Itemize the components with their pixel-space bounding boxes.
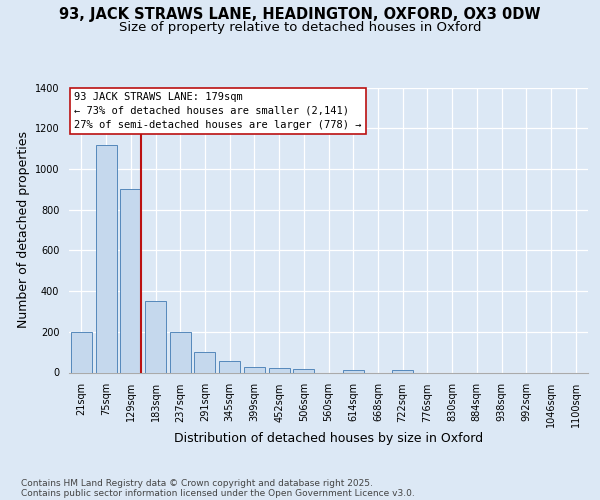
Bar [120,190,141,372]
Bar [194,352,215,372]
Bar [95,144,116,372]
Text: Size of property relative to detached houses in Oxford: Size of property relative to detached ho… [119,21,481,34]
Bar [392,370,413,372]
Bar [219,362,240,372]
Bar [343,370,364,372]
Bar [170,332,191,372]
Text: 93, JACK STRAWS LANE, HEADINGTON, OXFORD, OX3 0DW: 93, JACK STRAWS LANE, HEADINGTON, OXFORD… [59,8,541,22]
Bar [145,301,166,372]
Text: Contains HM Land Registry data © Crown copyright and database right 2025.
Contai: Contains HM Land Registry data © Crown c… [21,478,415,498]
Text: 93 JACK STRAWS LANE: 179sqm
← 73% of detached houses are smaller (2,141)
27% of : 93 JACK STRAWS LANE: 179sqm ← 73% of det… [74,92,362,130]
Bar [244,368,265,372]
Bar [269,368,290,372]
X-axis label: Distribution of detached houses by size in Oxford: Distribution of detached houses by size … [174,432,483,444]
Y-axis label: Number of detached properties: Number of detached properties [17,132,31,328]
Bar [71,332,92,372]
Bar [293,370,314,372]
